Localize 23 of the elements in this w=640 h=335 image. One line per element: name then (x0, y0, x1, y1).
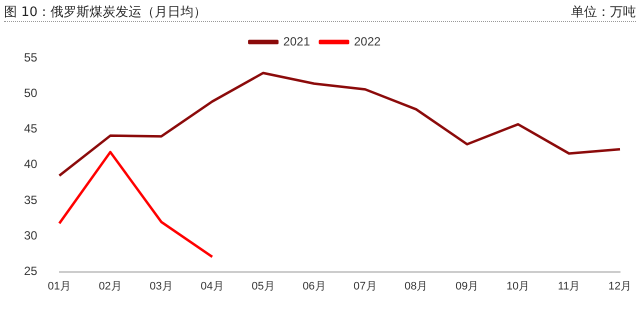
y-tick-label: 40 (24, 157, 38, 172)
x-tick-label: 04月 (200, 280, 224, 292)
legend-label: 2021 (283, 34, 310, 48)
x-tick-label: 01月 (48, 280, 71, 292)
x-tick-label: 10月 (506, 280, 530, 292)
x-tick-label: 11月 (558, 280, 580, 292)
y-tick-label: 25 (24, 264, 38, 278)
y-tick-label: 35 (24, 192, 38, 207)
x-tick-label: 02月 (98, 280, 122, 292)
x-tick-label: 03月 (150, 280, 173, 292)
y-axis-title: 单位：万吨 (571, 4, 636, 21)
x-tick-label: 08月 (404, 280, 428, 292)
x-tick-label: 12月 (608, 280, 632, 292)
y-tick-label: 45 (24, 122, 38, 136)
x-tick-label: 09月 (455, 280, 479, 292)
y-tick-label: 30 (24, 228, 38, 242)
x-tick-label: 06月 (302, 280, 326, 292)
x-tick-label: 05月 (252, 280, 275, 292)
x-tick-label: 07月 (354, 280, 377, 292)
y-tick-label: 55 (24, 50, 38, 64)
legend-label: 2022 (354, 34, 382, 48)
chart-title: 图 10：俄罗斯煤炭发运（月日均） (4, 4, 207, 21)
y-tick-label: 50 (24, 86, 38, 100)
